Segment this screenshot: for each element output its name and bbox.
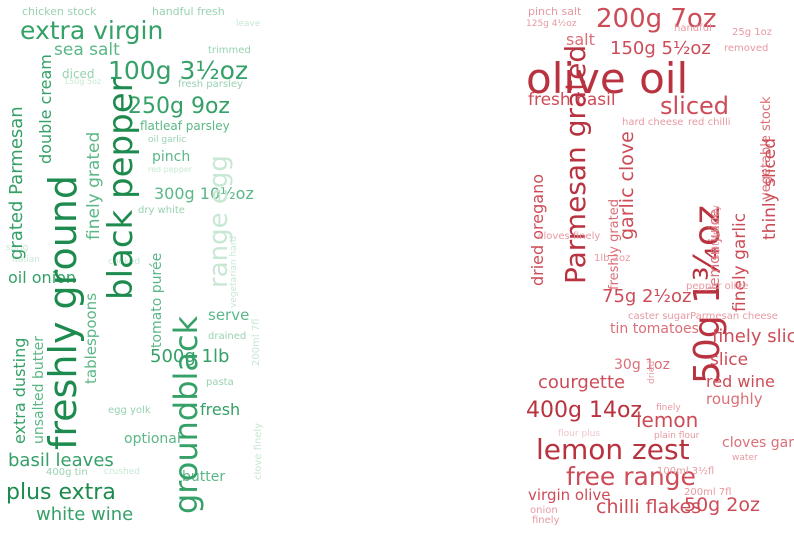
right-cloud-word: hard cheese xyxy=(622,117,684,128)
left-cloud-word: plus extra xyxy=(6,480,116,505)
left-cloud-word: egg yolk xyxy=(108,405,151,416)
right-cloud-word: cloves garlic xyxy=(722,435,794,451)
left-word-cloud: chicken stock handful fresh leave extra vir… xyxy=(0,0,290,542)
left-cloud-word: crushed xyxy=(104,467,140,477)
left-cloud-word: freshly ground xyxy=(41,175,85,450)
right-cloud-word: water xyxy=(732,453,758,463)
right-cloud-word: free range xyxy=(566,462,696,491)
right-cloud-word: salt xyxy=(566,30,595,49)
left-cloud-word: flatleaf parsley xyxy=(140,119,230,133)
left-cloud-word: basil leaves xyxy=(8,450,114,471)
right-cloud-word: 125g 4½oz xyxy=(526,19,577,29)
right-cloud-word: 1lb 2oz xyxy=(594,253,631,264)
right-cloud-word: olive oil xyxy=(526,54,689,103)
left-cloud-word: 400g tin xyxy=(46,467,88,478)
right-cloud-word: handful xyxy=(674,23,712,34)
right-cloud-word: lemon xyxy=(636,408,699,432)
right-cloud-word: slice xyxy=(710,350,749,370)
left-cloud-word: trimmed xyxy=(208,45,251,56)
right-cloud-word: lemon zest xyxy=(536,433,690,466)
left-cloud-word: oil onion xyxy=(8,268,77,287)
right-cloud-word: 75g 2½oz xyxy=(602,286,692,307)
right-cloud-word: 100ml 3½fl xyxy=(657,466,715,477)
left-cloud-word: black pepper xyxy=(101,78,141,300)
left-cloud-word: drained xyxy=(208,331,247,342)
right-cloud-word: Parmesan grated xyxy=(559,44,592,284)
left-cloud-word: Italian xyxy=(12,255,40,265)
right-cloud-word: removed xyxy=(724,43,769,54)
left-cloud-word: butter xyxy=(182,469,226,485)
left-cloud-word: sea salt xyxy=(54,40,120,60)
left-cloud-word: double cream xyxy=(36,54,55,164)
right-cloud-word: courgette xyxy=(538,372,626,393)
right-cloud-word: flour plus xyxy=(558,429,601,439)
right-cloud-word: Parmesan cheese xyxy=(690,311,778,322)
right-cloud-word: 200ml 7fl xyxy=(684,487,732,498)
right-cloud-word: chilli flakes xyxy=(596,496,702,518)
right-cloud-word: freshly grated xyxy=(607,199,622,290)
right-cloud-word: pepper olive xyxy=(686,281,749,292)
left-cloud-word: 150g 5oz xyxy=(64,77,102,86)
right-cloud-word: plain flour xyxy=(654,431,700,441)
right-cloud-word: dried xyxy=(647,360,657,384)
left-cloud-word: unsalted butter xyxy=(31,335,47,444)
left-cloud-word: 500g 1lb xyxy=(150,346,230,367)
right-cloud-word: finely sliced xyxy=(712,326,794,347)
right-cloud-word: finely xyxy=(656,403,681,413)
right-cloud-word: sliced xyxy=(660,92,730,120)
right-cloud-word: caster sugar xyxy=(628,311,691,322)
right-cloud-word: 400g 14oz xyxy=(526,398,642,423)
left-cloud-word: clove finely xyxy=(253,422,264,480)
right-cloud-word: cloves finely xyxy=(538,231,601,242)
right-cloud-word: fresh basil xyxy=(528,90,616,110)
left-cloud-word: extra virgin xyxy=(20,16,164,45)
left-cloud-word: dry white xyxy=(138,205,185,216)
left-cloud-word: chicken stock xyxy=(22,5,97,18)
left-cloud-word: extra dusting xyxy=(10,337,29,444)
right-cloud-word: red chilli xyxy=(688,117,731,128)
left-cloud-word: fresh xyxy=(200,400,241,419)
left-cloud-word: 250g 9oz xyxy=(128,94,230,119)
left-cloud-word: leave xyxy=(236,19,261,29)
left-cloud-word: oil garlic xyxy=(148,135,187,145)
right-cloud-word: thinly sliced xyxy=(760,137,780,240)
right-cloud-word: red wine xyxy=(706,372,775,391)
left-cloud-word: fresh parsley xyxy=(178,79,243,90)
left-cloud-word: groundblack xyxy=(167,315,205,514)
left-cloud-word: white wine xyxy=(36,504,134,525)
right-cloud-word: 50g 2oz xyxy=(684,494,760,516)
right-cloud-word: roughly xyxy=(706,390,763,408)
left-cloud-word: vegetarian hard xyxy=(229,236,239,308)
right-cloud-word: 200g 7oz xyxy=(596,4,717,34)
right-cloud-word: 30g 1oz xyxy=(614,357,670,373)
left-cloud-word: handful fresh xyxy=(152,5,225,18)
left-cloud-word: optional xyxy=(124,431,181,447)
left-cloud-word: tablespoons xyxy=(82,292,100,384)
left-cloud-word: serve xyxy=(208,306,250,324)
right-cloud-word: finely xyxy=(532,515,560,526)
left-cloud-word: pinch xyxy=(152,149,191,165)
left-cloud-word: red pepper xyxy=(148,165,193,174)
right-cloud-word: 150g 5½oz xyxy=(610,38,711,59)
right-word-cloud: pinch salt 125g 4½oz 200g 7oz 25g 1oz salt 15… xyxy=(500,0,794,542)
right-cloud-word: pinch salt xyxy=(528,5,582,18)
left-cloud-word: cooked xyxy=(108,257,141,267)
left-cloud-word: 200ml 7fl xyxy=(251,318,262,366)
left-cloud-word: diced xyxy=(62,67,95,81)
right-cloud-word: tin tomatoes xyxy=(610,321,699,337)
left-cloud-word: tomato purée xyxy=(149,252,165,348)
left-cloud-word: 100g 3½oz xyxy=(108,56,249,85)
right-cloud-word: salt freshly xyxy=(711,204,722,260)
left-cloud-word: grated Parmesan xyxy=(6,106,27,260)
right-cloud-word: virgin olive xyxy=(528,486,611,504)
right-cloud-word: dried oregano xyxy=(528,173,547,286)
right-cloud-word: finely garlic xyxy=(730,212,750,312)
left-cloud-word: 300g 10½oz xyxy=(154,184,254,203)
left-cloud-word: pasta xyxy=(206,377,234,388)
right-cloud-word: onion xyxy=(530,505,558,516)
right-cloud-word: 25g 1oz xyxy=(732,27,772,38)
left-cloud-word: sprig xyxy=(6,243,29,253)
